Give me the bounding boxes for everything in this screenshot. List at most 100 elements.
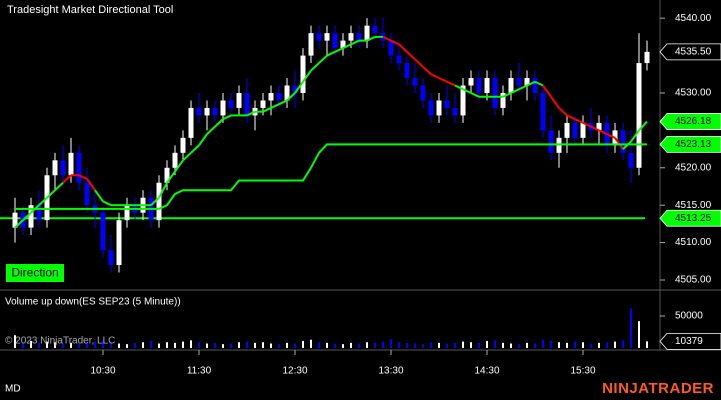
volume-bar xyxy=(38,342,40,348)
candle-body xyxy=(476,78,482,93)
trend-segment xyxy=(46,189,56,199)
trend-segment xyxy=(198,133,208,146)
volume-bar xyxy=(646,341,648,348)
trend-segment xyxy=(366,35,376,42)
candle-body xyxy=(356,33,362,41)
volume-bar xyxy=(238,342,240,348)
status: MD xyxy=(5,384,21,395)
candle-body xyxy=(260,100,266,108)
trend-segment xyxy=(78,174,88,180)
x-tick-label: 12:30 xyxy=(282,366,307,377)
volume-bar xyxy=(534,343,536,348)
candle-body xyxy=(156,182,162,221)
volume-bar xyxy=(174,342,176,348)
candle-body xyxy=(340,40,346,49)
volume-bar xyxy=(86,342,88,348)
volume-bar xyxy=(166,342,168,348)
candle-body xyxy=(500,92,506,108)
trend-segment xyxy=(510,88,520,94)
y-tick-label: 4520.00 xyxy=(675,162,712,173)
trend-segment xyxy=(638,120,648,132)
trend-segment xyxy=(286,92,296,102)
trend-segment xyxy=(94,189,104,203)
volume-bar xyxy=(638,321,640,348)
y-tick-label: 4530.00 xyxy=(675,88,712,99)
trend-segment xyxy=(302,69,312,83)
candle-body xyxy=(620,130,626,153)
volume-bar xyxy=(494,340,496,348)
trend-segment xyxy=(422,66,432,76)
volume-bar xyxy=(142,342,144,348)
volume-bar xyxy=(430,342,432,348)
candle-body xyxy=(596,122,602,131)
candle-body xyxy=(412,78,418,86)
trend-segment xyxy=(542,84,552,98)
candle-body xyxy=(228,100,234,108)
trend-segment xyxy=(438,77,448,83)
volume-bar xyxy=(158,343,160,348)
price-marker-label: 4523.13 xyxy=(675,139,712,150)
trend-segment xyxy=(446,80,456,87)
trend-segment xyxy=(278,99,288,106)
candle-body xyxy=(364,25,370,41)
volume-bar xyxy=(198,342,200,348)
volume-bar xyxy=(30,340,32,348)
x-tick-label: 11:30 xyxy=(187,366,212,377)
candle-body xyxy=(564,122,570,138)
candle-body xyxy=(12,212,18,228)
volume-bar xyxy=(574,341,576,348)
trend-segment xyxy=(590,125,600,132)
volume-bar xyxy=(294,343,296,348)
volume-bar xyxy=(518,344,520,348)
candle-body xyxy=(396,55,402,64)
candle-body xyxy=(468,78,474,86)
candle-body xyxy=(196,107,202,116)
trend-segment xyxy=(382,35,392,42)
volume-bar xyxy=(270,343,272,348)
price-marker-label: 4526.18 xyxy=(675,116,712,127)
candle-body xyxy=(100,212,106,251)
trend-segment xyxy=(398,43,408,53)
x-tick-label: 14:30 xyxy=(474,366,499,377)
candle-body xyxy=(124,205,130,221)
volume-bar xyxy=(334,343,336,348)
candle-body xyxy=(180,137,186,153)
volume-bar xyxy=(382,341,384,348)
candle-body xyxy=(276,92,282,101)
y-tick-label: 4515.00 xyxy=(675,200,712,211)
candle-body xyxy=(548,130,554,153)
volume-bar xyxy=(310,339,312,348)
price-marker-label: 4535.50 xyxy=(675,46,712,57)
trend-segment xyxy=(534,80,544,87)
candle-body xyxy=(116,220,122,266)
trend-segment xyxy=(86,178,96,191)
candle-body xyxy=(436,100,442,116)
volume-bar xyxy=(214,342,216,348)
volume-bar xyxy=(150,340,152,348)
candle-body xyxy=(444,100,450,108)
x-tick-label: 13:30 xyxy=(378,366,403,377)
trend-segment xyxy=(246,110,256,117)
plot: 4505.00 4510.00 4515.00 4520.00 4530.00 4540.… xyxy=(0,13,712,377)
volume-bar xyxy=(302,340,304,348)
y-tick-label: 4505.00 xyxy=(675,275,712,286)
volume-bar xyxy=(454,342,456,348)
volume-bar xyxy=(542,339,544,348)
volume-bar xyxy=(630,308,632,348)
volume-bar xyxy=(590,343,592,348)
candle-body xyxy=(244,92,250,116)
trend-segment xyxy=(182,152,192,162)
trend-segment xyxy=(318,54,328,64)
volume-bar xyxy=(358,343,360,348)
trend-segment xyxy=(526,80,536,87)
trend-segment xyxy=(598,129,608,136)
volume-bar xyxy=(254,342,256,348)
volume-marker-label: 10379 xyxy=(675,336,703,347)
candle-body xyxy=(580,122,586,138)
candle-body xyxy=(404,63,410,79)
candle-body xyxy=(428,100,434,116)
candle-body xyxy=(332,33,338,49)
trend-segment xyxy=(606,133,616,139)
candle-body xyxy=(532,78,538,93)
